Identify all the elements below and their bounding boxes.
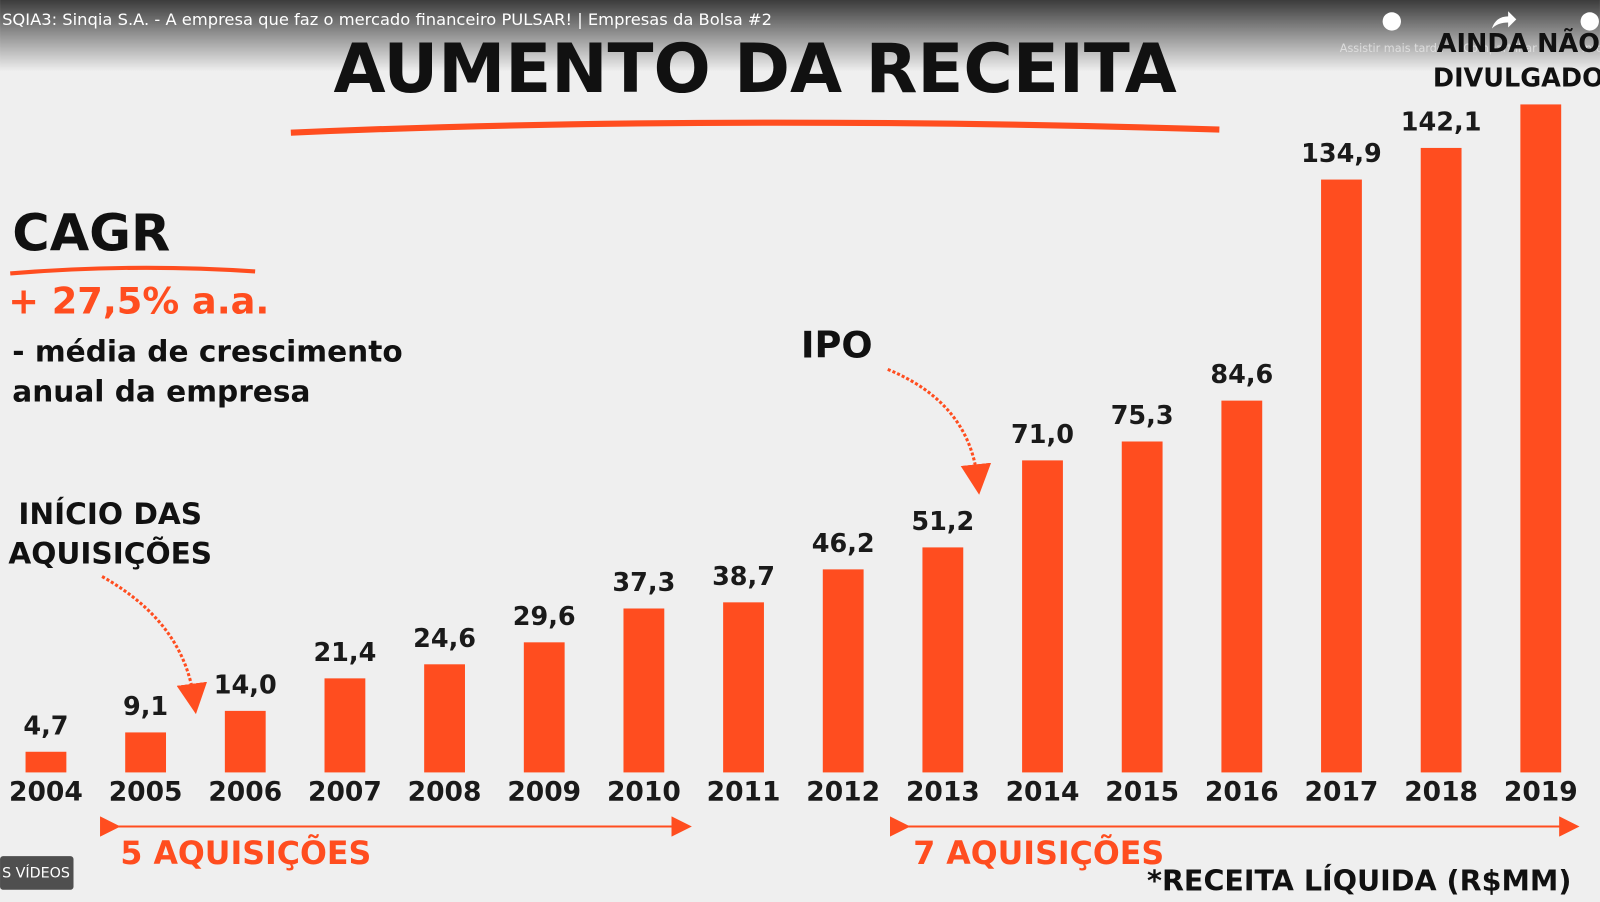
- cagr-value: + 27,5% a.a.: [8, 280, 269, 323]
- value-label: 71,0: [1011, 420, 1074, 450]
- info-icon[interactable]: [1580, 12, 1599, 31]
- more-videos[interactable]: S VÍDEOS: [2, 863, 70, 881]
- x-tick-label: 2006: [208, 776, 282, 807]
- x-tick-label: 2012: [806, 776, 880, 807]
- arrow: [101, 575, 208, 715]
- bar: [623, 608, 665, 773]
- x-tick-label: 2015: [1105, 776, 1179, 807]
- bar: [1221, 400, 1263, 773]
- footnote: *RECEITA LÍQUIDA (R$MM): [1147, 864, 1571, 898]
- x-tick-label: 2017: [1305, 776, 1379, 807]
- bar: [25, 751, 67, 773]
- video-title[interactable]: SQIA3: Sinqia S.A. - A empresa que faz o…: [2, 10, 772, 29]
- pending-note: AINDA NÃO: [1437, 29, 1600, 59]
- value-label: 142,1: [1401, 107, 1482, 137]
- bar: [1121, 441, 1163, 773]
- x-tick-label: 2004: [9, 776, 83, 807]
- value-label: 51,2: [911, 507, 974, 537]
- bar: [324, 678, 366, 773]
- cagr-note: anual da empresa: [12, 374, 310, 408]
- value-label: 46,2: [812, 529, 875, 559]
- acquisitions: 7 AQUISIÇÕES: [913, 833, 1164, 872]
- value-label: 38,7: [712, 562, 775, 592]
- value-label: 37,3: [612, 568, 675, 598]
- bar: [424, 664, 465, 773]
- share-icon[interactable]: [1491, 11, 1517, 29]
- bar: [1420, 147, 1462, 773]
- pending-note: DIVULGADO: [1433, 64, 1600, 94]
- acquisitions: 5 AQUISIÇÕES: [120, 833, 371, 872]
- value-label: 21,4: [313, 638, 376, 668]
- watch-later[interactable]: Assistir mais tarde: [1340, 42, 1444, 55]
- bar: [1022, 460, 1063, 773]
- cagr: CAGR: [12, 205, 170, 264]
- bar: [922, 547, 964, 773]
- arrow: [887, 367, 992, 495]
- title-underline: [290, 119, 1220, 136]
- bar: [822, 569, 864, 773]
- value-label: 75,3: [1111, 401, 1174, 431]
- bar: [523, 642, 565, 773]
- value-label: 24,6: [413, 624, 476, 654]
- value-label: 9,1: [123, 692, 168, 722]
- start-note: INÍCIO DAS: [18, 496, 202, 531]
- cagr-note: - média de crescimento: [12, 335, 402, 369]
- x-tick-label: 2014: [1006, 776, 1080, 807]
- bar: [1520, 104, 1562, 773]
- share[interactable]: Compartilhar: [1463, 42, 1537, 55]
- bar: [1321, 179, 1362, 773]
- x-tick-label: 2010: [607, 776, 681, 807]
- bar: [224, 710, 266, 773]
- value-label: 14,0: [214, 670, 277, 700]
- info[interactable]: Informa: [1582, 42, 1600, 55]
- clock-icon[interactable]: [1382, 12, 1401, 31]
- x-tick-label: 2016: [1205, 776, 1279, 807]
- x-tick-label: 2018: [1404, 776, 1478, 807]
- value-label: 29,6: [513, 602, 576, 632]
- bar: [723, 602, 764, 773]
- x-tick-label: 2019: [1504, 776, 1578, 807]
- bar: [125, 732, 167, 773]
- overlay: [0, 0, 1600, 72]
- value-label: 4,7: [23, 711, 68, 741]
- value-label: 84,6: [1210, 360, 1273, 390]
- ipo: IPO: [801, 323, 873, 366]
- x-tick-label: 2005: [109, 776, 183, 807]
- x-tick-label: 2009: [507, 776, 581, 807]
- bars: 2004 4,7 2005 9,1 2006 14,0 2007 21,4 2008 24,6 20…: [9, 104, 1578, 807]
- more-videos-button[interactable]: [0, 856, 74, 890]
- x-tick-label: 2013: [906, 776, 980, 807]
- x-tick-label: 2008: [408, 776, 482, 807]
- cagr-underline: [10, 265, 256, 276]
- chart-title: AUMENTO DA RECEITA: [334, 29, 1177, 108]
- start-note: AQUISIÇÕES: [8, 535, 212, 571]
- x-tick-label: 2011: [707, 776, 781, 807]
- value-label: 134,9: [1301, 139, 1382, 169]
- x-tick-label: 2007: [308, 776, 382, 807]
